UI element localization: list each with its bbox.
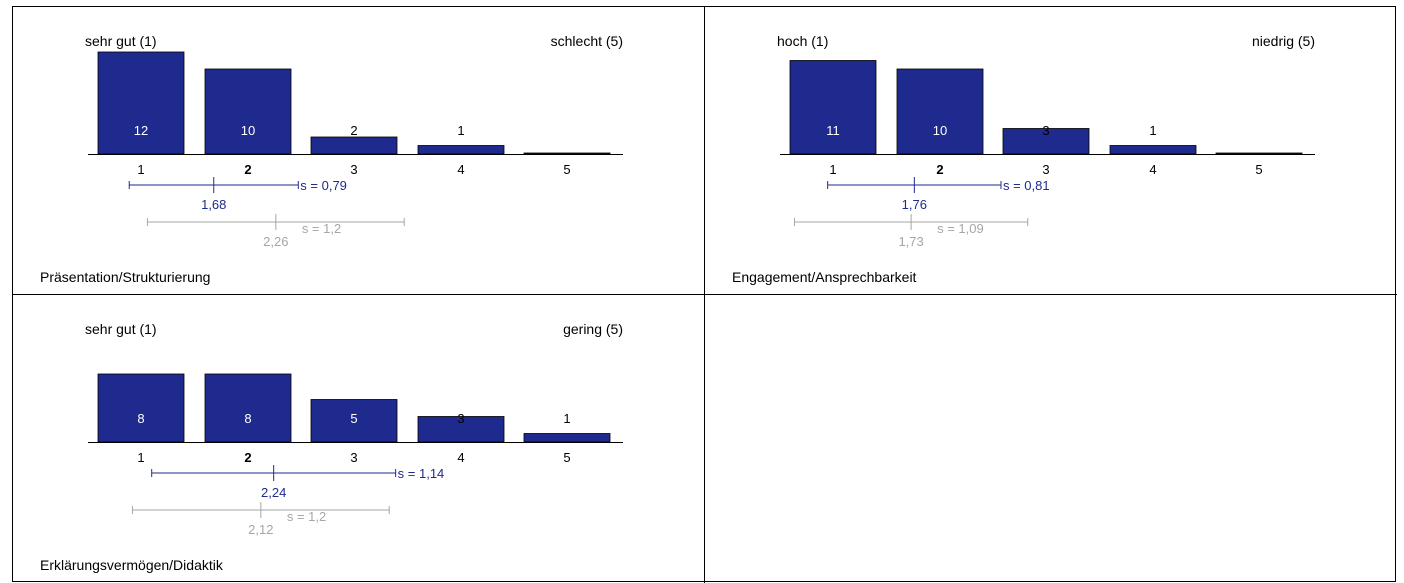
bar-value-label: 11 bbox=[826, 123, 840, 138]
bar-4 bbox=[417, 416, 505, 443]
scale-right-label: niedrig (5) bbox=[1252, 33, 1315, 49]
bar-chart-didaktik: sehr gut (1) gering (5)8 8 5 3 11 2 3 4 52,24s = … bbox=[85, 321, 623, 537]
x-tick-label: 5 bbox=[563, 162, 570, 177]
chart-title: Erklärungsvermögen/Didaktik bbox=[40, 557, 223, 573]
bar-value-label: 3 bbox=[457, 411, 464, 426]
grid-divider-horizontal bbox=[13, 294, 1397, 295]
chart-grid: sehr gut (1) schlecht (5) 12 10 2 1 1 2 3 4 5 1,68 s… bbox=[12, 6, 1397, 583]
comparison-mean-label: 1,73 bbox=[898, 234, 923, 249]
bar-value-label: 10 bbox=[933, 123, 947, 138]
comparison-mean-label: 2,26 bbox=[263, 234, 288, 249]
bar-2 bbox=[896, 68, 984, 155]
x-tick-label: 4 bbox=[1149, 162, 1156, 177]
mean-mean-label: 2,24 bbox=[261, 485, 286, 500]
bar-3 bbox=[310, 136, 398, 155]
comparison-sd-label: s = 1,09 bbox=[937, 221, 984, 236]
x-tick-label: 1 bbox=[137, 450, 144, 465]
bar-value-label: 8 bbox=[137, 411, 144, 426]
chart-panel-didaktik: sehr gut (1) gering (5) 8 8 5 3 1 1 2 3 4 5 2,24 s = … bbox=[13, 295, 705, 583]
chart-title: Engagement/Ansprechbarkeit bbox=[732, 269, 917, 285]
chart-title: Präsentation/Strukturierung bbox=[40, 269, 211, 285]
bar-chart-engagement: hoch (1) niedrig (5)11 10 3 11 2 3 4 51,76s = 0,… bbox=[777, 33, 1315, 249]
bar-value-label: 1 bbox=[563, 411, 570, 426]
bar-value-label: 10 bbox=[241, 123, 255, 138]
x-tick-label: 2 bbox=[936, 162, 943, 177]
x-tick-label: 3 bbox=[1042, 162, 1049, 177]
chart-panel-praesentation: sehr gut (1) schlecht (5) 12 10 2 1 1 2 3 4 5 1,68 s… bbox=[13, 7, 705, 295]
bar-5 bbox=[523, 433, 611, 443]
x-tick-label: 4 bbox=[457, 162, 464, 177]
x-tick-label: 5 bbox=[563, 450, 570, 465]
bar-value-label: 12 bbox=[134, 123, 148, 138]
scale-right-label: schlecht (5) bbox=[551, 33, 623, 49]
bar-value-label: 2 bbox=[350, 123, 357, 138]
bar-4 bbox=[1109, 145, 1197, 155]
scale-right-label: gering (5) bbox=[563, 321, 623, 337]
x-tick-label: 1 bbox=[137, 162, 144, 177]
chart-panel-engagement: hoch (1) niedrig (5) 11 10 3 1 1 2 3 4 5 1,76 s = 0,… bbox=[705, 7, 1397, 295]
x-tick-label: 2 bbox=[244, 162, 251, 177]
x-tick-label: 3 bbox=[350, 450, 357, 465]
x-tick-label: 2 bbox=[244, 450, 251, 465]
bar-2 bbox=[204, 373, 292, 443]
scale-left-label: sehr gut (1) bbox=[85, 33, 157, 49]
mean-sd-label: s = 0,81 bbox=[1003, 178, 1050, 193]
bar-5 bbox=[1215, 152, 1303, 155]
bar-1 bbox=[97, 51, 185, 155]
mean-sd-label: s = 1,14 bbox=[398, 466, 445, 481]
bar-4 bbox=[417, 145, 505, 155]
grid-divider-vertical bbox=[704, 7, 705, 583]
x-tick-label: 5 bbox=[1255, 162, 1262, 177]
bar-2 bbox=[204, 68, 292, 155]
mean-mean-label: 1,68 bbox=[201, 197, 226, 212]
x-tick-label: 3 bbox=[350, 162, 357, 177]
comparison-sd-label: s = 1,2 bbox=[287, 509, 326, 524]
bar-1 bbox=[97, 373, 185, 443]
mean-sd-label: s = 0,79 bbox=[300, 178, 347, 193]
mean-mean-label: 1,76 bbox=[902, 197, 927, 212]
bar-1 bbox=[789, 60, 877, 155]
bar-3 bbox=[1002, 128, 1090, 155]
bar-value-label: 1 bbox=[457, 123, 464, 138]
scale-left-label: hoch (1) bbox=[777, 33, 828, 49]
x-tick-label: 4 bbox=[457, 450, 464, 465]
bar-value-label: 5 bbox=[350, 411, 357, 426]
bar-value-label: 3 bbox=[1042, 123, 1049, 138]
comparison-sd-label: s = 1,2 bbox=[302, 221, 341, 236]
bar-5 bbox=[523, 152, 611, 155]
bar-chart-praesentation: sehr gut (1) schlecht (5)12 10 2 11 2 3 4 51,68s… bbox=[85, 33, 623, 249]
comparison-mean-label: 2,12 bbox=[248, 522, 273, 537]
empty-panel bbox=[705, 295, 1397, 583]
x-tick-label: 1 bbox=[829, 162, 836, 177]
bar-3 bbox=[310, 399, 398, 443]
bar-value-label: 8 bbox=[244, 411, 251, 426]
bar-value-label: 1 bbox=[1149, 123, 1156, 138]
scale-left-label: sehr gut (1) bbox=[85, 321, 157, 337]
